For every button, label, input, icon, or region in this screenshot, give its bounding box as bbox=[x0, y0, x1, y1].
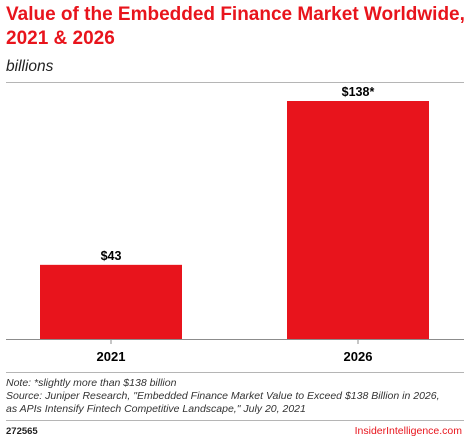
chart-note: Note: *slightly more than $138 billion bbox=[6, 377, 177, 389]
data-label-2021: $43 bbox=[101, 249, 122, 263]
chart-source-line-1: Source: Juniper Research, "Embedded Fina… bbox=[6, 390, 440, 402]
x-tick-label-2021: 2021 bbox=[97, 349, 126, 364]
data-label-2026: $138* bbox=[342, 85, 375, 99]
x-tick-label-2026: 2026 bbox=[344, 349, 373, 364]
top-divider bbox=[6, 82, 464, 83]
chart-source-line-2: as APIs Intensify Fintech Competitive La… bbox=[6, 403, 306, 415]
chart-title: Value of the Embedded Finance Market Wor… bbox=[6, 4, 465, 49]
brand-logo: InsiderIntelligence.com bbox=[354, 425, 462, 437]
chart-id: 272565 bbox=[6, 426, 38, 437]
bar-chart: $43 2021 $138* 2026 bbox=[6, 85, 464, 364]
bar-2026 bbox=[287, 101, 429, 339]
bar-2021 bbox=[40, 264, 182, 339]
chart-subtitle: billions bbox=[6, 58, 54, 75]
bottom-divider bbox=[6, 420, 464, 421]
footer-divider bbox=[6, 372, 464, 373]
